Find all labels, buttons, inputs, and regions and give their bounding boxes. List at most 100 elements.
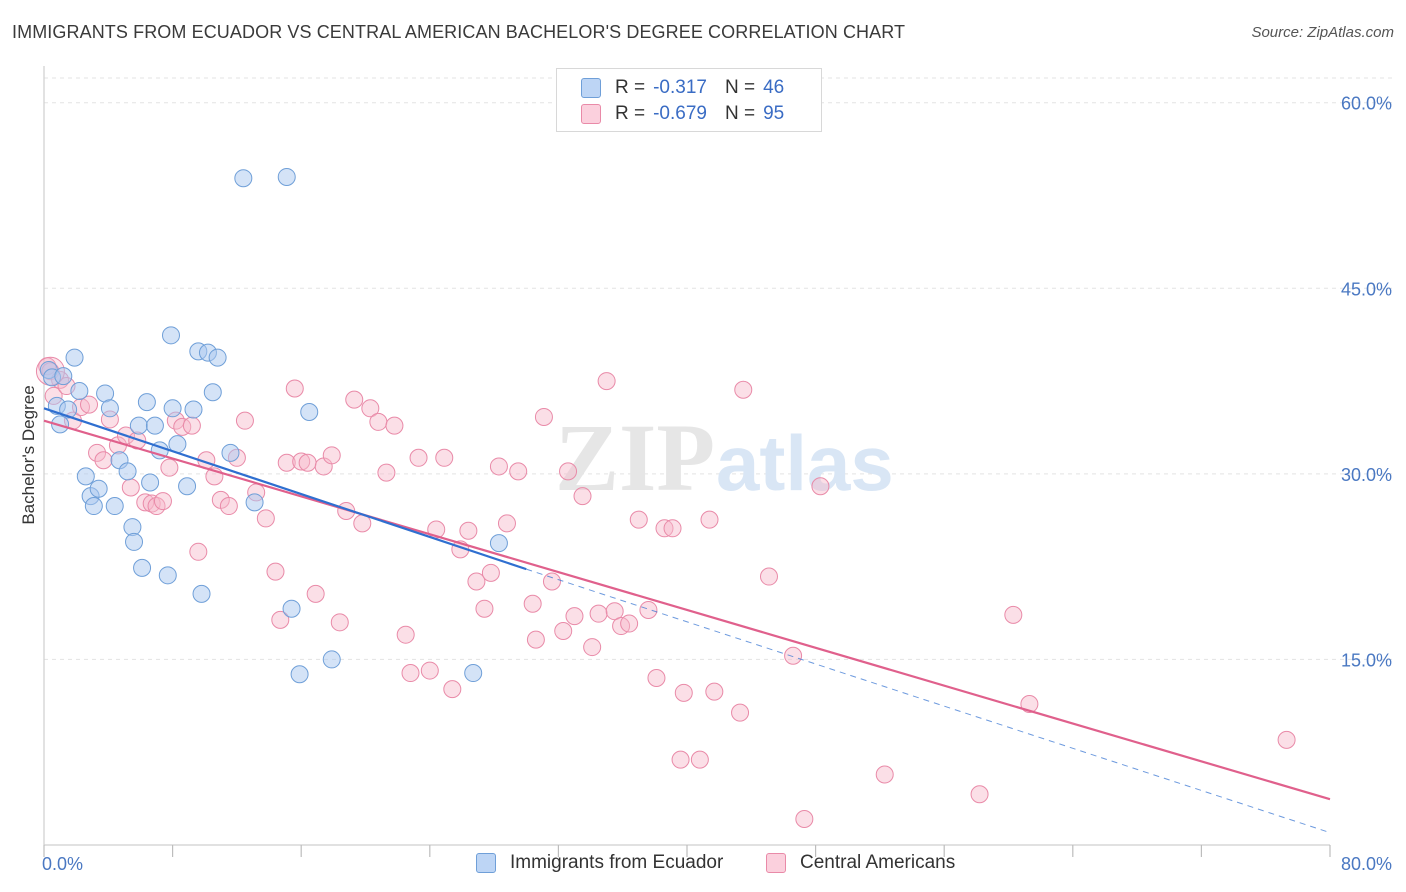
data-point-central-americans	[526, 630, 545, 649]
data-point-immigrants-from-ecuador	[118, 462, 137, 481]
data-point-central-americans	[534, 407, 553, 426]
bottom-legend-swatch-pink	[766, 853, 786, 873]
data-point-central-americans	[605, 602, 624, 621]
data-point-immigrants-from-ecuador	[184, 400, 203, 419]
data-point-central-americans	[705, 682, 724, 701]
legend-n-value: 95	[763, 103, 785, 124]
y-tick-label: 15.0%	[1341, 650, 1392, 670]
data-point-central-americans	[795, 810, 814, 829]
y-tick-label: 45.0%	[1341, 279, 1392, 299]
tick-labels: 15.0% 30.0% 45.0% 60.0% 0.0% 80.0%	[42, 94, 1392, 874]
trend-line-ecuador	[43, 407, 527, 571]
data-point-central-americans	[554, 621, 573, 640]
data-point-central-americans	[734, 380, 753, 399]
watermark-zip: ZIP	[555, 404, 715, 511]
data-point-central-americans	[674, 683, 693, 702]
data-point-immigrants-from-ecuador	[300, 403, 319, 422]
data-point-immigrants-from-ecuador	[192, 584, 211, 603]
data-point-immigrants-from-ecuador	[129, 416, 148, 435]
x-tick-label: 80.0%	[1341, 854, 1392, 874]
data-point-immigrants-from-ecuador	[84, 497, 103, 516]
data-point-central-americans	[361, 399, 380, 418]
data-point-central-americans	[523, 594, 542, 613]
data-point-central-americans	[173, 417, 192, 436]
data-point-immigrants-from-ecuador	[145, 416, 164, 435]
data-point-immigrants-from-ecuador	[163, 399, 182, 418]
data-point-immigrants-from-ecuador	[464, 664, 483, 683]
data-point-central-americans	[481, 563, 500, 582]
data-point-central-americans	[266, 562, 285, 581]
data-point-central-americans	[322, 446, 341, 465]
data-point-central-americans	[1004, 605, 1023, 624]
legend-r-value: -0.679	[653, 103, 707, 124]
data-point-central-americans	[292, 452, 311, 471]
data-point-immigrants-from-ecuador	[137, 393, 156, 412]
data-point-central-americans	[219, 497, 238, 516]
legend-swatch-pink	[581, 104, 601, 124]
legend-n-label: N =	[724, 77, 756, 98]
data-point-central-americans	[153, 492, 172, 511]
y-axis-label: Bachelor's Degree	[19, 385, 38, 524]
data-point-central-americans	[330, 613, 349, 632]
data-point-central-americans	[385, 416, 404, 435]
data-point-central-americans	[443, 680, 462, 699]
legend-n-value: 46	[763, 77, 785, 98]
data-point-central-americans	[542, 572, 561, 591]
data-point-central-americans	[235, 411, 254, 430]
bottom-legend-central-americans: Central Americans	[766, 852, 955, 874]
legend-r-label: R =	[615, 103, 646, 124]
series-central-americans	[35, 356, 1296, 829]
bottom-legend-label: Immigrants from Ecuador	[510, 852, 724, 873]
data-point-central-americans	[345, 390, 364, 409]
data-point-central-americans	[875, 765, 894, 784]
data-point-central-americans	[182, 416, 201, 435]
legend-r-label: R =	[615, 77, 646, 98]
data-point-central-americans	[489, 457, 508, 476]
data-point-central-americans	[784, 646, 803, 665]
data-point-central-americans	[620, 614, 639, 633]
legend: R = -0.317 N = 46 R = -0.679 N = 95	[556, 68, 822, 132]
data-point-immigrants-from-ecuador	[70, 381, 89, 400]
data-point-immigrants-from-ecuador	[89, 479, 108, 498]
data-point-central-americans	[396, 625, 415, 644]
data-point-central-americans	[690, 750, 709, 769]
data-point-central-americans	[573, 487, 592, 506]
data-point-central-americans	[94, 451, 113, 470]
data-point-central-americans	[256, 509, 275, 528]
data-point-central-americans	[1020, 694, 1039, 713]
data-point-central-americans	[121, 478, 140, 497]
data-point-central-americans	[277, 453, 296, 472]
data-point-central-americans	[80, 395, 99, 414]
data-point-central-americans	[663, 519, 682, 538]
data-point-central-americans	[731, 703, 750, 722]
data-point-central-americans	[136, 493, 155, 512]
data-point-central-americans	[189, 542, 208, 561]
data-point-central-americans	[475, 599, 494, 618]
data-point-central-americans	[435, 448, 454, 467]
data-point-central-americans	[559, 462, 578, 481]
legend-n-label: N =	[724, 103, 756, 124]
data-point-central-americans	[497, 514, 516, 533]
data-point-central-americans	[377, 463, 396, 482]
data-point-immigrants-from-ecuador	[105, 497, 124, 516]
data-point-central-americans	[369, 412, 388, 431]
data-point-immigrants-from-ecuador	[76, 467, 95, 486]
data-point-central-americans	[298, 453, 317, 472]
data-point-central-americans	[409, 448, 428, 467]
data-point-central-americans	[420, 661, 439, 680]
data-point-central-americans	[401, 664, 420, 683]
data-point-central-americans	[306, 584, 325, 603]
bottom-legend: Immigrants from Ecuador Central American…	[0, 852, 1406, 878]
legend-swatch-blue	[581, 78, 601, 98]
data-point-central-americans	[142, 494, 161, 513]
data-point-immigrants-from-ecuador	[290, 665, 309, 684]
data-point-central-americans	[160, 458, 179, 477]
data-point-immigrants-from-ecuador	[203, 383, 222, 402]
axes	[43, 66, 1331, 857]
data-point-central-americans	[811, 477, 830, 496]
data-point-central-americans	[597, 372, 616, 391]
watermark-atlas: atlas	[716, 419, 894, 507]
trend-lines	[43, 407, 1331, 834]
data-point-immigrants-from-ecuador	[65, 348, 84, 367]
chart-title: IMMIGRANTS FROM ECUADOR VS CENTRAL AMERI…	[12, 22, 906, 42]
